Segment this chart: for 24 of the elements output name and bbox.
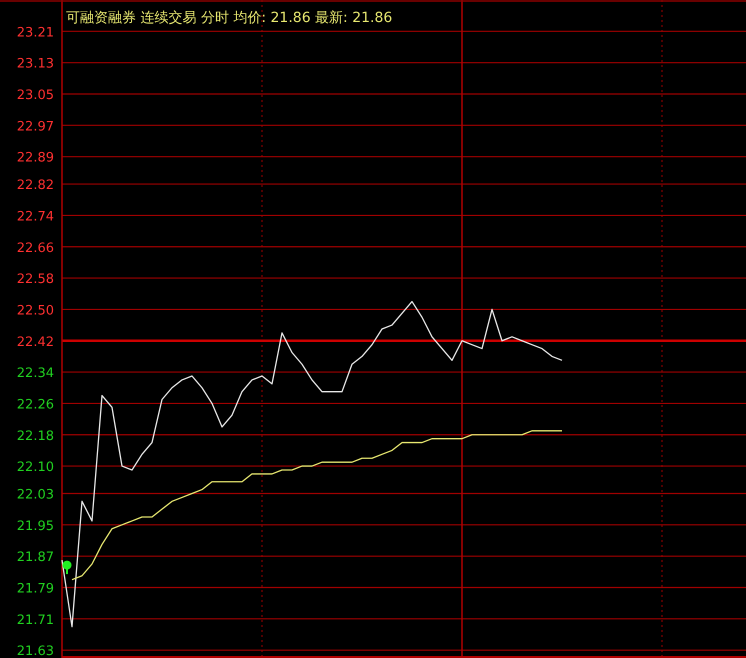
text: 可融资融券 连续交易 分时 均价: 21.86 最新: 21.86 (66, 10, 392, 26)
y-tick-label: 21.95 (16, 518, 54, 534)
y-tick-label: 22.34 (16, 366, 54, 382)
y-tick-label: 23.21 (16, 25, 54, 40)
y-tick-label: 21.63 (16, 644, 54, 658)
y-tick-label: 22.74 (16, 209, 54, 224)
y-tick-label: 22.42 (16, 334, 54, 350)
y-tick-label: 22.18 (16, 428, 54, 444)
y-tick-label: 23.13 (16, 56, 54, 72)
y-tick-label: 22.66 (16, 240, 54, 256)
y-tick-label: 21.71 (16, 612, 54, 628)
y-tick-label: 22.97 (16, 119, 54, 134)
line-series (61, 300, 563, 628)
y-tick-label: 21.79 (16, 582, 54, 596)
y-tick-label: 23.05 (16, 88, 54, 103)
y-tick-label: 22.03 (16, 488, 54, 502)
y-tick-label: 22.58 (16, 272, 54, 288)
y-tick-label: 21.87 (16, 550, 54, 566)
y-tick-label: 22.10 (16, 460, 54, 476)
y-tick-label: 22.50 (16, 303, 54, 318)
y-tick-label: 22.89 (16, 150, 54, 166)
line-series (71, 430, 563, 580)
y-tick-label: 22.82 (16, 178, 54, 194)
y-tick-label: 22.26 (16, 397, 54, 412)
